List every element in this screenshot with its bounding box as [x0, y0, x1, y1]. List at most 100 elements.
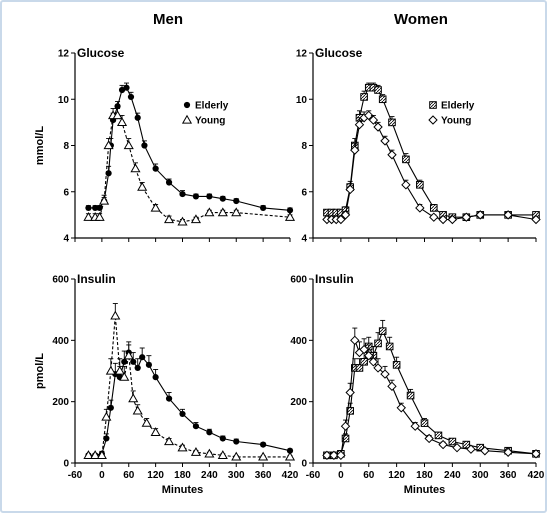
data-point [121, 358, 128, 365]
series-young [83, 108, 296, 226]
data-point [416, 181, 424, 189]
data-point [165, 179, 173, 186]
x-tick-label: 360 [255, 470, 272, 481]
chart-panels: 4 6 8 10 12 Glucose mmol/L Elderly Young 4 6 8 10 12 G… [34, 46, 545, 496]
data-point [152, 165, 159, 172]
data-point [105, 170, 112, 177]
data-point [284, 211, 296, 221]
y-axis-label: mmol/L [34, 126, 46, 165]
y-tick-label: 600 [52, 275, 69, 286]
y-tick-label: 0 [63, 459, 69, 470]
data-point [374, 86, 382, 94]
data-point [503, 210, 513, 220]
data-point [177, 216, 188, 226]
data-point [340, 210, 351, 220]
data-point [96, 450, 107, 459]
data-point [130, 163, 141, 173]
data-point [233, 197, 240, 205]
data-point [164, 214, 175, 224]
x-tick-label: 240 [201, 470, 218, 481]
data-point [341, 434, 350, 443]
data-point [286, 207, 294, 214]
data-point [217, 207, 228, 217]
data-point [340, 421, 351, 431]
data-point [258, 451, 269, 461]
data-point [192, 423, 200, 430]
series-young [83, 303, 296, 461]
data-point [461, 212, 472, 222]
legend-marker [429, 101, 437, 109]
legend-label: Young [195, 116, 225, 127]
series-elderly [85, 82, 294, 214]
series-line-elderly [88, 86, 291, 211]
panel-label: Glucose [77, 46, 125, 60]
x-axis-label: Minutes [162, 484, 204, 496]
series-young [322, 110, 541, 225]
data-point [380, 369, 390, 379]
data-point [83, 450, 94, 459]
data-point [260, 204, 267, 212]
series-young [322, 327, 541, 461]
data-point [401, 180, 411, 190]
x-tick-label: 300 [472, 470, 489, 481]
data-point [92, 204, 99, 212]
data-point [387, 150, 397, 160]
data-point [360, 358, 368, 366]
y-tick-label: 200 [52, 397, 69, 408]
data-point [123, 350, 134, 360]
y-tick-label: 4 [301, 234, 307, 245]
data-point [116, 117, 128, 127]
legend: Elderly Young [181, 101, 229, 127]
data-point [127, 93, 135, 101]
data-point [286, 447, 294, 454]
data-point [368, 115, 379, 125]
chart-panel-men-glucose: 4 6 8 10 12 Glucose mmol/L Elderly Young [34, 46, 296, 245]
data-point [260, 441, 267, 448]
data-point [336, 214, 346, 225]
x-tick-label: 420 [528, 470, 545, 481]
column-title-women: Women [394, 11, 448, 28]
chart-panel-women-glucose: 4 6 8 10 12 Glucose Elderly Young [296, 46, 541, 245]
data-point [364, 350, 374, 361]
data-point [85, 204, 92, 212]
data-point [406, 391, 415, 400]
data-point [219, 195, 226, 202]
y-tick-label: 600 [290, 275, 307, 286]
data-point [99, 195, 110, 205]
data-point [145, 361, 153, 368]
x-tick-label: 120 [147, 470, 164, 481]
x-tick-label: 360 [500, 470, 517, 481]
x-tick-label: 240 [444, 470, 461, 481]
data-point [531, 214, 541, 225]
data-point [123, 140, 134, 150]
x-tick-label: 60 [123, 470, 135, 481]
data-point [179, 190, 186, 198]
data-point [354, 119, 365, 130]
legend-marker [183, 101, 191, 109]
data-point [462, 440, 471, 449]
data-point [392, 361, 401, 369]
data-point [139, 354, 146, 361]
data-point [119, 371, 130, 381]
data-point [90, 450, 101, 459]
legend: Elderly Young [428, 101, 475, 127]
data-point [141, 142, 148, 149]
data-point [231, 451, 242, 461]
data-point [206, 193, 213, 200]
legend-label: Elderly [441, 101, 475, 112]
data-point [388, 118, 396, 127]
data-point [114, 365, 125, 375]
panel-label: Glucose [315, 46, 363, 60]
data-point [164, 436, 175, 446]
data-point [329, 450, 339, 461]
series-line-young [88, 114, 291, 223]
x-tick-label: 420 [282, 470, 299, 481]
data-point [204, 207, 215, 217]
y-tick-label: 8 [63, 141, 69, 152]
data-point [447, 214, 458, 225]
data-point [438, 214, 448, 225]
data-point [103, 435, 110, 442]
